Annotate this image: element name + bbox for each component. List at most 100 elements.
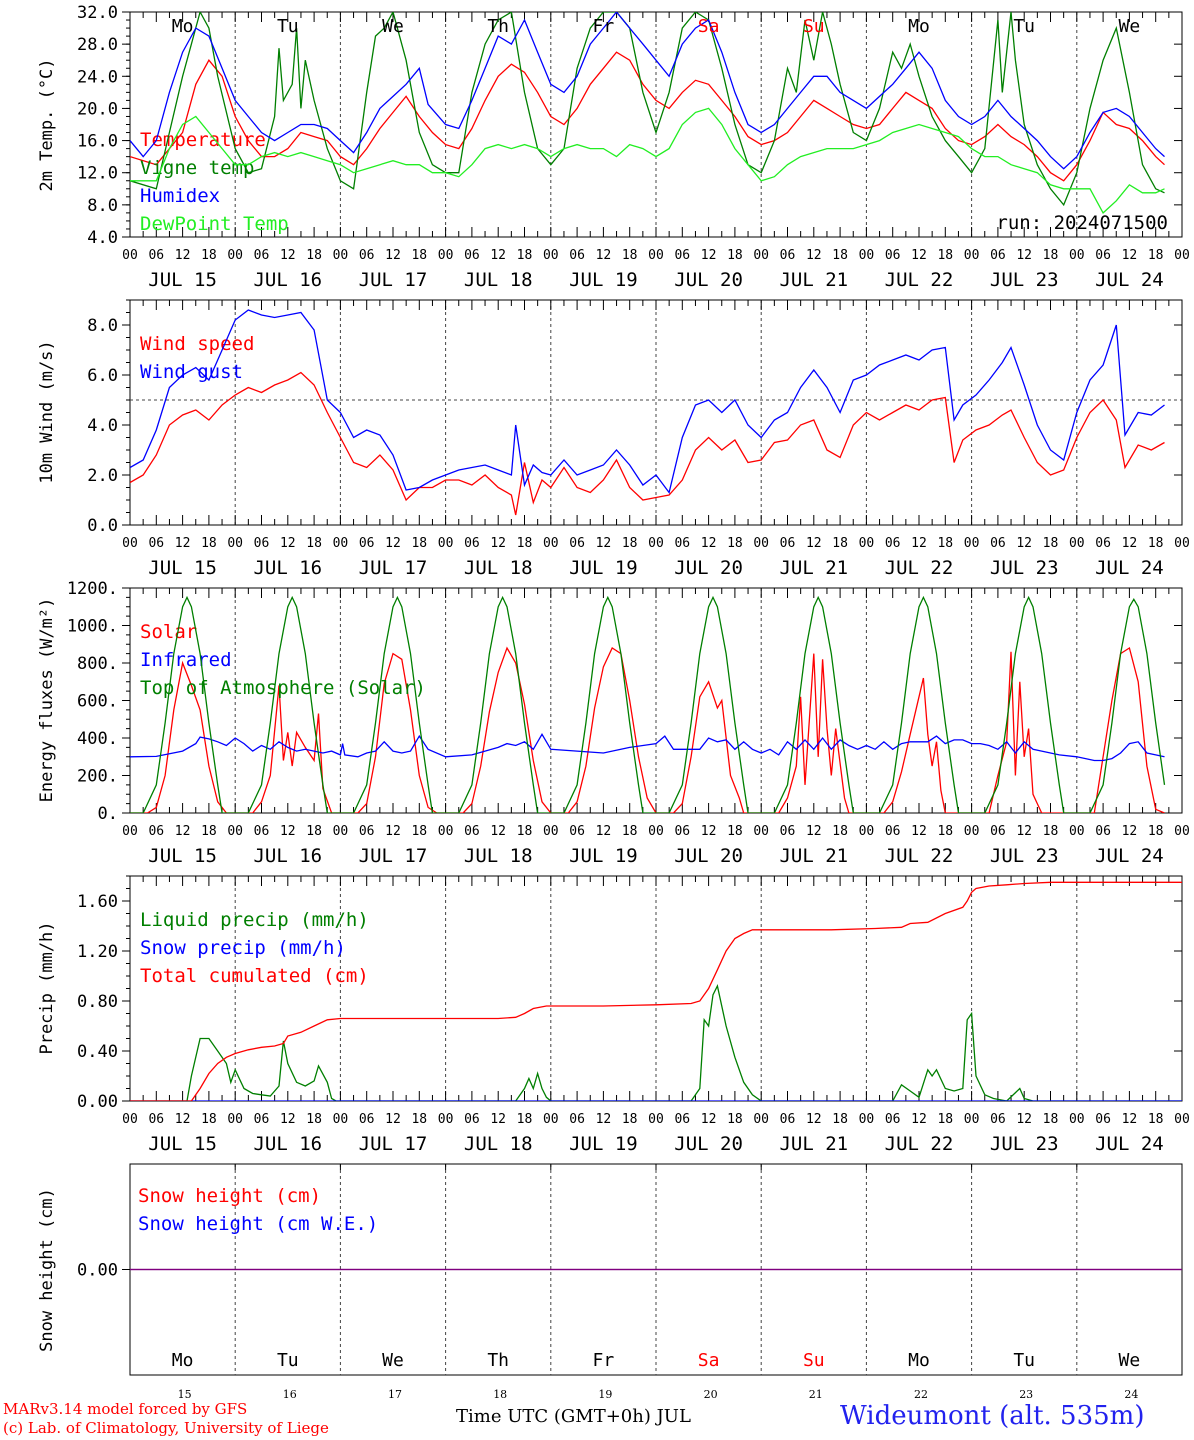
hour-label: 06 (254, 248, 270, 263)
y-axis-label: Precip (mm/h) (37, 921, 57, 1054)
legend-entry: Wind gust (140, 361, 243, 383)
date-label: JUL 18 (464, 557, 533, 579)
hour-label: 12 (385, 536, 401, 551)
legend-entry: Infrared (140, 649, 232, 671)
hour-label: 06 (464, 536, 480, 551)
hour-label: 18 (1043, 1112, 1059, 1127)
y-tick-label: 8.0 (87, 316, 118, 336)
date-label: JUL 16 (253, 1133, 322, 1155)
hour-label: 06 (1095, 536, 1111, 551)
y-tick-label: 8.0 (87, 196, 118, 216)
hour-label: 12 (175, 536, 191, 551)
hour-label: 06 (359, 824, 375, 839)
day-name-top: Th (487, 16, 509, 37)
hour-label: 12 (911, 536, 927, 551)
hour-label: 18 (1148, 536, 1164, 551)
hour-label: 00 (964, 824, 980, 839)
hour-label: 12 (1016, 248, 1032, 263)
hour-label: 06 (885, 248, 901, 263)
hour-label: 18 (411, 536, 427, 551)
day-name-bottom: We (382, 1350, 404, 1371)
day-name-bottom: Mo (908, 1350, 930, 1371)
y-tick-label: 1200. (67, 579, 118, 599)
day-number: 16 (283, 1388, 297, 1401)
hour-label: 18 (517, 536, 533, 551)
series-line (130, 12, 1165, 170)
day-name-bottom: Su (803, 1350, 825, 1371)
day-number: 24 (1124, 1388, 1138, 1401)
hour-label: 12 (280, 824, 296, 839)
hour-label: 00 (227, 248, 243, 263)
hour-label: 06 (885, 1112, 901, 1127)
hour-label: 00 (333, 536, 349, 551)
hour-label: 12 (280, 248, 296, 263)
day-name-top: Fr (593, 16, 615, 37)
hour-label: 00 (753, 824, 769, 839)
hour-label: 06 (674, 1112, 690, 1127)
hour-label: 18 (1148, 824, 1164, 839)
hour-label: 00 (1069, 248, 1085, 263)
y-tick-label: 4.0 (87, 228, 118, 248)
legend-entry: Solar (140, 621, 197, 643)
hour-label: 12 (1122, 536, 1138, 551)
hour-label: 06 (990, 248, 1006, 263)
legend-entry: Top of Atmosphere (Solar) (140, 677, 426, 699)
date-label: JUL 20 (674, 845, 743, 867)
series-line (130, 984, 1182, 1101)
date-label: JUL 16 (253, 269, 322, 291)
date-label: JUL 21 (779, 845, 848, 867)
hour-label: 06 (674, 824, 690, 839)
hour-label: 18 (1148, 248, 1164, 263)
hour-label: 06 (780, 1112, 796, 1127)
hour-label: 18 (937, 1112, 953, 1127)
hour-label: 06 (1095, 248, 1111, 263)
hour-label: 00 (859, 824, 875, 839)
hour-label: 00 (648, 1112, 664, 1127)
hour-label: 06 (674, 248, 690, 263)
y-tick-label: 6.0 (87, 366, 118, 386)
date-label: JUL 17 (359, 1133, 428, 1155)
hour-label: 18 (727, 1112, 743, 1127)
hour-label: 06 (148, 1112, 164, 1127)
y-tick-label: 1000. (67, 617, 118, 637)
hour-label: 00 (122, 1112, 138, 1127)
hour-label: 06 (148, 248, 164, 263)
hour-label: 18 (201, 248, 217, 263)
day-number: 15 (178, 1388, 192, 1401)
date-label: JUL 20 (674, 557, 743, 579)
hour-label: 06 (1095, 1112, 1111, 1127)
hour-label: 00 (1174, 536, 1190, 551)
y-tick-label: 1.60 (77, 892, 118, 912)
hour-label: 12 (1122, 248, 1138, 263)
hour-label: 12 (385, 1112, 401, 1127)
hour-label: 12 (701, 248, 717, 263)
hour-label: 06 (148, 536, 164, 551)
y-tick-label: 1.20 (77, 942, 118, 962)
hour-label: 12 (175, 248, 191, 263)
hour-label: 06 (254, 536, 270, 551)
hour-label: 00 (964, 1112, 980, 1127)
date-label: JUL 21 (779, 1133, 848, 1155)
hour-label: 12 (1016, 1112, 1032, 1127)
date-label: JUL 19 (569, 1133, 638, 1155)
hour-label: 18 (937, 536, 953, 551)
x-axis-title: Time UTC (GMT+0h) JUL (456, 1406, 691, 1427)
date-label: JUL 15 (148, 1133, 217, 1155)
legend-entry: Liquid precip (mm/h) (140, 909, 369, 931)
hour-label: 18 (306, 1112, 322, 1127)
hour-label: 18 (1043, 824, 1059, 839)
series-line (130, 107, 1165, 214)
hour-label: 06 (990, 536, 1006, 551)
hour-label: 06 (1095, 824, 1111, 839)
date-label: JUL 24 (1095, 269, 1164, 291)
hour-label: 06 (569, 1112, 585, 1127)
date-label: JUL 21 (779, 269, 848, 291)
hour-label: 12 (175, 1112, 191, 1127)
hour-label: 18 (306, 248, 322, 263)
date-label: JUL 22 (885, 845, 954, 867)
date-label: JUL 24 (1095, 1133, 1164, 1155)
day-name-top: We (1119, 16, 1141, 37)
hour-label: 18 (727, 536, 743, 551)
date-label: JUL 17 (359, 269, 428, 291)
